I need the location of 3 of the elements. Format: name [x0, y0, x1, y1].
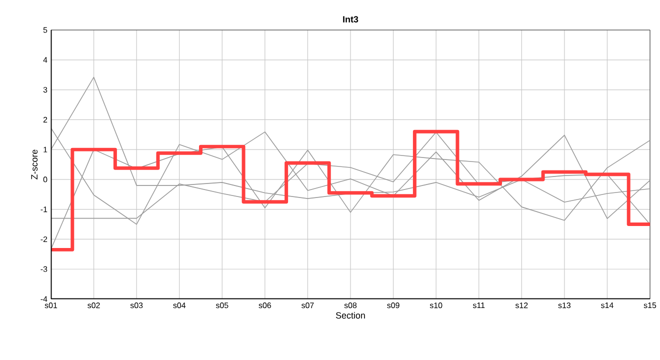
y-axis-title: Z-score — [31, 150, 38, 180]
chart-title: Int3 — [343, 16, 358, 22]
x-axis-title: Section — [336, 312, 365, 319]
